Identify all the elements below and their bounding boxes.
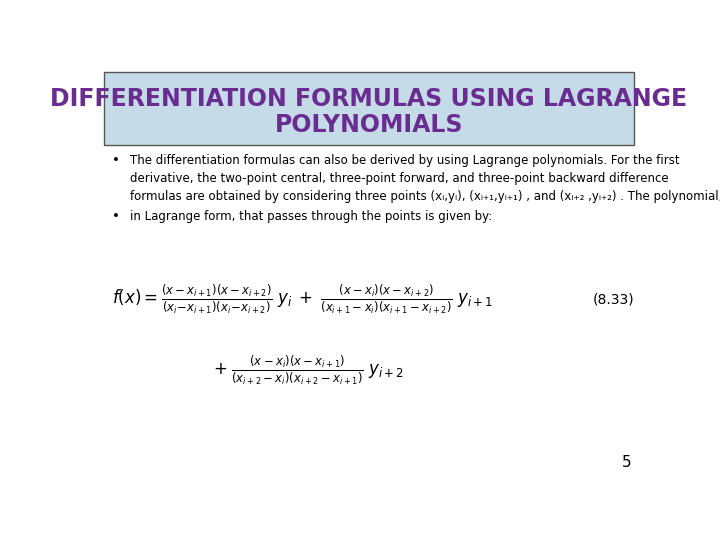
Text: DIFFERENTIATION FORMULAS USING LAGRANGE: DIFFERENTIATION FORMULAS USING LAGRANGE	[50, 87, 688, 111]
FancyBboxPatch shape	[104, 72, 634, 145]
Text: The differentiation formulas can also be derived by using Lagrange polynomials. : The differentiation formulas can also be…	[130, 154, 680, 167]
Text: •: •	[112, 154, 120, 167]
Text: $f(x) = \frac{(x-x_{i+1})(x-x_{i+2})}{(x_i\!-\!x_{i+1})(x_i\!-\!x_{i+2})}\;y_i\;: $f(x) = \frac{(x-x_{i+1})(x-x_{i+2})}{(x…	[112, 283, 493, 316]
Text: $+\;\frac{(x-x_i)(x-x_{i+1})}{(x_{i+2}-x_i)(x_{i+2}-x_{i+1})}\;y_{i+2}$: $+\;\frac{(x-x_i)(x-x_{i+1})}{(x_{i+2}-x…	[213, 354, 404, 387]
Text: derivative, the two-point central, three-point forward, and three-point backward: derivative, the two-point central, three…	[130, 172, 669, 185]
Text: 5: 5	[621, 455, 631, 470]
Text: formulas are obtained by considering three points (xᵢ,yᵢ), (xᵢ₊₁,yᵢ₊₁) , and (xᵢ: formulas are obtained by considering thr…	[130, 190, 720, 203]
Text: POLYNOMIALS: POLYNOMIALS	[275, 113, 463, 137]
Text: in Lagrange form, that passes through the points is given by:: in Lagrange form, that passes through th…	[130, 210, 492, 223]
Text: •: •	[112, 210, 120, 223]
Text: (8.33): (8.33)	[593, 293, 634, 307]
